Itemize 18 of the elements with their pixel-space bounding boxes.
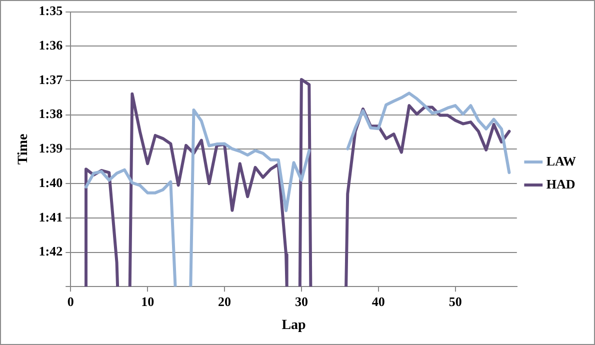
x-axis-title: Lap — [282, 318, 306, 334]
x-tick-label: 40 — [372, 294, 385, 309]
x-tick-label: 30 — [294, 294, 308, 309]
x-tick-label: 20 — [218, 294, 232, 309]
y-tick-label: 1:39 — [38, 140, 64, 156]
x-tick-label: 50 — [448, 294, 462, 309]
y-tick-label: 1:35 — [38, 3, 64, 18]
y-tick-label: 1:41 — [38, 209, 63, 224]
y-tick-label: 1:40 — [38, 174, 63, 190]
y-tick-label: 1:38 — [38, 106, 64, 122]
legend-label: HAD — [546, 176, 576, 192]
y-tick-label: 1:36 — [38, 38, 64, 53]
x-tick-label: 10 — [141, 294, 154, 309]
y-axis-title: Time — [16, 134, 32, 165]
x-tick-label: 0 — [67, 294, 74, 309]
legend-label: LAW — [546, 153, 576, 168]
y-tick-label: 1:42 — [38, 244, 63, 259]
y-tick-label: 1:37 — [38, 72, 64, 87]
